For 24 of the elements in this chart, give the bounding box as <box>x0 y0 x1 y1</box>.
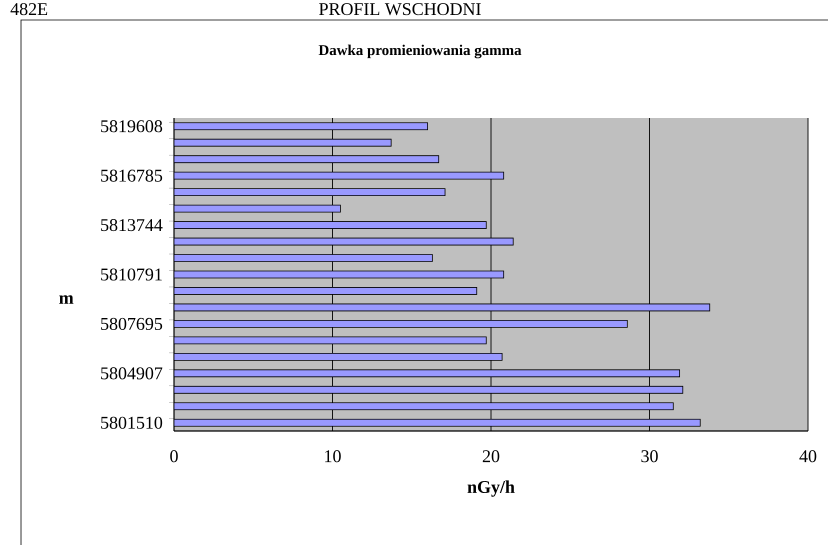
bar <box>174 155 440 164</box>
bar <box>174 386 684 394</box>
x-tick-label: 20 <box>482 450 500 462</box>
x-tick-label: 30 <box>641 450 658 462</box>
bar <box>174 138 392 147</box>
bar <box>174 369 680 378</box>
bar <box>174 418 701 427</box>
y-tick-label: 5807695 <box>101 318 162 330</box>
y-tick-label: 5810791 <box>101 268 162 281</box>
y-axis-title: m <box>59 295 74 304</box>
x-axis-title: nGy/h <box>468 480 515 497</box>
chart-title: Dawka promieniowania gamma <box>318 44 522 58</box>
bar <box>174 122 428 130</box>
x-tick-label: 40 <box>799 450 816 462</box>
y-tick-label: 5804907 <box>101 367 162 380</box>
y-tick-label: 5819608 <box>101 120 162 132</box>
bar <box>174 402 674 410</box>
x-tick-label: 10 <box>325 450 341 462</box>
y-tick-label: 5816785 <box>101 170 162 182</box>
y-tick-label: 5801510 <box>101 416 162 429</box>
x-tick-label: 0 <box>170 450 178 462</box>
text: 482E <box>10 3 48 16</box>
text: PROFIL WSCHODNI <box>319 3 481 16</box>
y-tick-label: 5813744 <box>101 219 163 232</box>
